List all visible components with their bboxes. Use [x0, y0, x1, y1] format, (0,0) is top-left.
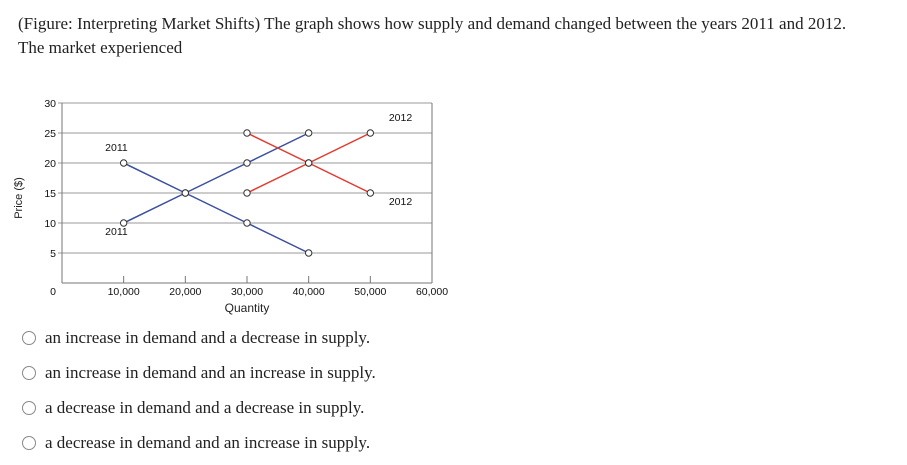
year-annotation: 2012: [389, 112, 413, 124]
data-point: [366, 129, 375, 137]
y-tick-label: 5: [50, 248, 56, 260]
x-tick-label: 60,000: [416, 286, 448, 298]
x-axis-title: Quantity: [225, 301, 270, 315]
data-point: [304, 249, 313, 257]
data-point: [243, 189, 251, 197]
series-line: [123, 132, 310, 224]
y-tick-label: 20: [44, 158, 56, 170]
radio-button-icon[interactable]: [22, 365, 36, 380]
chart-labels: 5 10 15 20 25 30 0 10,000 20,000 30,000 40,000 50,0…: [13, 98, 448, 315]
chart-axes: [61, 103, 433, 284]
y-tick-label: 15: [44, 188, 56, 200]
x-origin-label: 0: [50, 286, 56, 298]
data-point: [119, 219, 128, 227]
data-point: [366, 189, 375, 197]
answer-option-label: a decrease in demand and an increase in …: [45, 432, 371, 452]
chart-series: [119, 129, 375, 257]
x-tick-label: 40,000: [293, 286, 325, 298]
x-tick-label: 30,000: [231, 286, 263, 298]
data-point: [304, 159, 313, 167]
answer-option-label: a decrease in demand and a decrease in s…: [45, 397, 365, 417]
year-annotation: 2011: [105, 142, 128, 154]
data-point: [119, 159, 128, 167]
question-text: (Figure: Interpreting Market Shifts) The…: [18, 12, 898, 60]
series-line: [123, 162, 310, 254]
supply-demand-chart: 5 10 15 20 25 30 0 10,000 20,000 30,000 40,000 50,0…: [13, 98, 448, 315]
year-annotation: 2011: [105, 226, 128, 238]
radio-button-icon[interactable]: [22, 330, 36, 345]
answer-option-4[interactable]: a decrease in demand and an increase in …: [22, 425, 376, 460]
answer-option-2[interactable]: an increase in demand and an increase in…: [22, 355, 376, 390]
y-axis-title: Price ($): [13, 177, 25, 219]
data-point: [243, 129, 251, 137]
x-tick-label: 20,000: [169, 286, 201, 298]
answer-option-label: an increase in demand and a decrease in …: [45, 327, 371, 347]
data-point: [181, 189, 190, 197]
data-point: [243, 159, 251, 167]
question-line-1: (Figure: Interpreting Market Shifts) The…: [18, 14, 847, 33]
x-tick-label: 10,000: [108, 286, 140, 298]
x-tick-label: 50,000: [354, 286, 386, 298]
answer-options: an increase in demand and a decrease in …: [22, 320, 376, 460]
radio-button-icon[interactable]: [22, 400, 36, 415]
data-point: [243, 219, 251, 227]
answer-option-3[interactable]: a decrease in demand and a decrease in s…: [22, 390, 376, 425]
question-line-2: The market experienced: [18, 38, 183, 57]
y-tick-label: 10: [44, 218, 56, 230]
radio-button-icon[interactable]: [22, 435, 36, 450]
answer-option-label: an increase in demand and an increase in…: [45, 362, 376, 382]
answer-option-1[interactable]: an increase in demand and a decrease in …: [22, 320, 376, 355]
year-annotation: 2012: [389, 196, 413, 208]
y-tick-label: 25: [44, 128, 56, 140]
data-point: [304, 129, 313, 137]
y-tick-label: 30: [44, 98, 56, 110]
